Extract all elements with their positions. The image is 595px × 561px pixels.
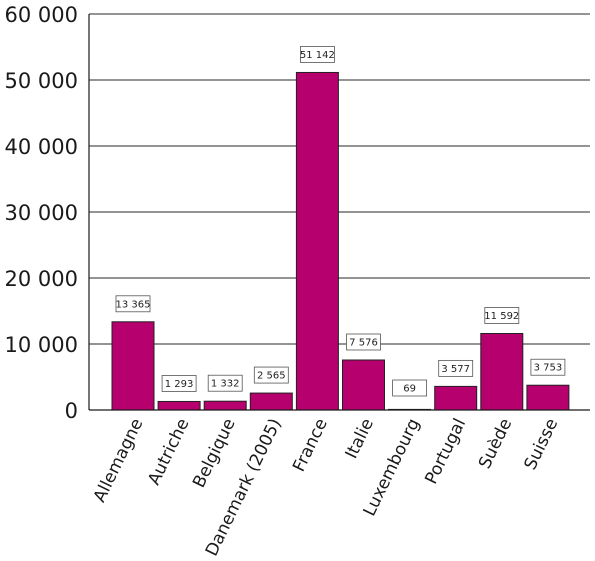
data-label-text: 7 576: [349, 337, 378, 348]
y-tick-label: 0: [65, 399, 78, 423]
y-tick-label: 30 000: [5, 201, 78, 225]
bar: [157, 400, 201, 411]
data-label: 51 142: [299, 46, 335, 63]
bar: [295, 71, 339, 411]
data-label: 3 577: [438, 359, 474, 377]
data-label: 69: [392, 379, 428, 397]
data-label-text: 3 577: [441, 364, 470, 375]
x-tick-label: France: [289, 415, 332, 475]
data-label-text: 13 365: [116, 299, 151, 310]
data-label: 13 365: [115, 295, 151, 313]
y-axis: 0 10 000 20 000 30 000 40 000 50 000 60 000: [5, 3, 90, 423]
data-label-text: 1 293: [165, 379, 194, 390]
data-label: 1 332: [207, 374, 243, 392]
data-label-text: 11 592: [484, 311, 519, 322]
data-label-box: [253, 366, 289, 384]
data-label-box: [392, 379, 428, 397]
y-tick-label: 60 000: [5, 3, 78, 27]
y-tick-label: 20 000: [5, 267, 78, 291]
data-label-box: [484, 307, 520, 324]
x-tick-label: Portugal: [421, 415, 470, 487]
bar: [526, 384, 570, 411]
bar: [480, 332, 524, 411]
data-label: 11 592: [484, 307, 520, 324]
data-label-box: [115, 295, 151, 313]
gridlines: [89, 13, 590, 345]
x-tick-label: Autriche: [144, 415, 193, 488]
bar: [342, 359, 385, 411]
bar: [111, 321, 155, 411]
x-tick-label: Belgique: [189, 415, 240, 491]
bar: [434, 385, 478, 411]
data-label: 2 565: [253, 366, 289, 384]
data-label-text: 2 565: [257, 371, 286, 382]
x-tick-label: Allemagne: [90, 415, 148, 505]
data-label: 3 753: [530, 358, 566, 376]
x-tick-label: Suisse: [521, 415, 563, 473]
data-label-box: [530, 358, 566, 376]
data-label-box: [299, 46, 335, 63]
x-tick-label: Italie: [342, 415, 378, 462]
data-label-box: [438, 359, 474, 377]
y-tick-label: 40 000: [5, 135, 78, 159]
data-labels: 13 365 1 293 1 332 2 565 51 142 7 576 69 3 577 1…: [115, 46, 566, 397]
data-label-box: [207, 374, 243, 392]
y-tick-label: 50 000: [5, 69, 78, 93]
data-label-text: 51 142: [300, 50, 335, 61]
data-label: 1 293: [161, 375, 197, 392]
data-label-text: 3 753: [534, 363, 563, 374]
x-tick-label: Suède: [475, 415, 516, 472]
data-label: 7 576: [346, 333, 381, 351]
data-label-text: 69: [403, 384, 416, 395]
y-tick-label: 10 000: [5, 333, 78, 357]
bar: [249, 392, 293, 411]
bar: [203, 400, 247, 411]
data-label-box: [161, 375, 197, 392]
bars: [111, 71, 570, 411]
data-label-box: [346, 333, 381, 351]
data-label-text: 1 332: [211, 379, 240, 390]
